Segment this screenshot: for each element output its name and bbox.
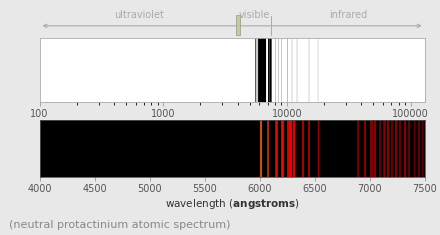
Text: infrared: infrared	[329, 10, 367, 20]
X-axis label: wavelength $\mathbf{\left(angstroms\right)}$: wavelength $\mathbf{\left(angstroms\righ…	[165, 197, 300, 211]
X-axis label: wavelength $\mathbf{\left(angstroms\right)}$: wavelength $\mathbf{\left(angstroms\righ…	[165, 122, 300, 136]
Text: visible: visible	[239, 10, 270, 20]
Bar	[236, 15, 240, 35]
Text: ultraviolet: ultraviolet	[114, 10, 164, 20]
Text: (neutral protactinium atomic spectrum): (neutral protactinium atomic spectrum)	[9, 220, 230, 230]
